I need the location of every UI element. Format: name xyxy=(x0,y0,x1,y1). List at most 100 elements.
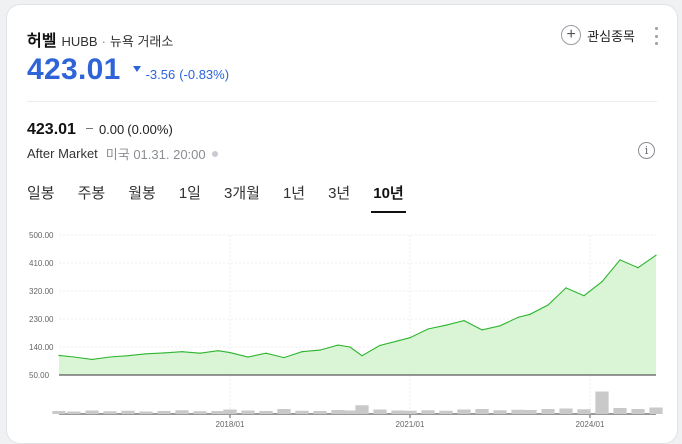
x-tick-label: 2024/01 xyxy=(576,420,605,429)
volume-bar xyxy=(355,405,369,414)
volume-bar xyxy=(391,410,405,414)
tab-weekly[interactable]: 주봉 xyxy=(78,175,106,213)
tab-monthly[interactable]: 월봉 xyxy=(128,175,156,213)
y-tick-label: 230.00 xyxy=(29,315,54,324)
price-point xyxy=(283,356,285,359)
tab-1-year[interactable]: 1년 xyxy=(283,175,305,213)
price-point xyxy=(163,352,165,354)
volume-bar xyxy=(559,408,573,414)
price-point xyxy=(301,351,303,353)
tab-daily[interactable]: 일봉 xyxy=(27,175,55,213)
title-separator: · xyxy=(101,34,106,49)
price-point xyxy=(181,351,183,353)
x-tick-label: 2021/01 xyxy=(396,420,425,429)
more-options-icon[interactable] xyxy=(651,27,661,45)
tab-3-months[interactable]: 3개월 xyxy=(224,175,260,213)
volume-bar xyxy=(175,410,189,414)
volume-bar xyxy=(259,411,273,414)
volume-bar xyxy=(649,407,663,414)
volume-bar xyxy=(277,409,291,414)
volume-bar xyxy=(223,409,237,414)
price-point xyxy=(547,304,549,306)
price-point xyxy=(247,356,249,358)
y-tick-label: 500.00 xyxy=(29,231,54,240)
after-market-quote: 423.01 0.00 (0.00%) xyxy=(27,121,173,139)
price-point xyxy=(637,267,639,269)
price-point xyxy=(109,356,111,358)
price-point xyxy=(655,254,657,256)
volume-bar xyxy=(139,411,153,414)
price-point xyxy=(91,358,93,361)
after-market-change: 0.00 xyxy=(98,122,125,137)
price-change-percent: (-0.83%) xyxy=(179,67,230,82)
quote-row: 423.01 -3.56 (-0.83%) xyxy=(27,53,229,87)
volume-bar xyxy=(103,411,117,414)
price-point xyxy=(73,356,75,358)
volume-bar xyxy=(121,410,135,414)
tab-10-years[interactable]: 10년 xyxy=(371,175,406,213)
volume-bar xyxy=(631,409,645,414)
tab-3-years[interactable]: 3년 xyxy=(328,175,350,213)
price-point xyxy=(217,350,219,352)
price-point xyxy=(397,340,399,342)
volume-bar xyxy=(193,411,207,414)
price-point xyxy=(58,354,60,356)
y-tick-label: 410.00 xyxy=(29,259,54,268)
stock-card: 허벨 HUBB · 뉴욕 거래소 + 관심종목 423.01 -3.56 (-0… xyxy=(6,4,678,444)
section-divider xyxy=(27,101,657,102)
volume-bar xyxy=(457,409,471,414)
volume-bar xyxy=(421,410,435,414)
volume-bar xyxy=(493,410,507,414)
price-point xyxy=(445,324,447,326)
x-tick-label: 2018/01 xyxy=(216,420,245,429)
price-point xyxy=(565,287,567,289)
price-point xyxy=(601,281,603,283)
y-tick-label: 50.00 xyxy=(29,371,50,380)
volume-bar xyxy=(523,410,537,414)
volume-bar xyxy=(52,411,66,414)
price-point xyxy=(409,337,411,339)
info-icon[interactable]: i xyxy=(638,142,655,159)
price-point xyxy=(499,325,501,327)
market-status: After Market 미국 01.31. 20:00 xyxy=(27,144,218,163)
volume-bar xyxy=(157,411,171,414)
plus-icon: + xyxy=(561,25,582,45)
market-status-dot xyxy=(211,150,218,157)
volume-bar xyxy=(577,409,591,414)
y-tick-label: 320.00 xyxy=(29,287,54,296)
price-point xyxy=(127,355,129,357)
stock-ticker: HUBB xyxy=(61,34,98,49)
watchlist-label: 관심종목 xyxy=(587,28,635,44)
volume-bar xyxy=(67,411,81,414)
price-point xyxy=(481,329,483,331)
price-point xyxy=(379,344,381,347)
down-arrow-icon xyxy=(132,66,141,72)
price-point xyxy=(361,355,363,357)
price-point xyxy=(199,352,201,354)
price-point xyxy=(427,328,429,330)
period-tabs: 일봉 주봉 월봉 1일 3개월 1년 3년 10년 xyxy=(27,175,427,213)
stock-name: 허벨 xyxy=(27,33,57,50)
price-change: -3.56 xyxy=(145,67,176,82)
volume-bar xyxy=(85,410,99,414)
price-point xyxy=(463,319,465,322)
y-tick-label: 140.00 xyxy=(29,343,54,352)
tab-1-day[interactable]: 1일 xyxy=(179,175,201,213)
add-watchlist-button[interactable]: + 관심종목 xyxy=(561,25,635,45)
volume-bar xyxy=(241,410,255,414)
volume-bar xyxy=(439,410,453,414)
volume-bar xyxy=(403,410,417,414)
price-area-fill xyxy=(59,255,656,375)
price-point xyxy=(619,259,621,261)
price-point xyxy=(337,344,339,346)
volume-bar xyxy=(511,409,525,414)
volume-bar xyxy=(295,410,309,414)
after-market-price: 423.01 xyxy=(27,121,76,138)
after-market-change-percent: (0.00%) xyxy=(127,122,173,137)
volume-bar xyxy=(595,391,609,414)
current-price: 423.01 xyxy=(27,53,121,86)
price-point xyxy=(349,346,351,348)
stock-title: 허벨 HUBB · 뉴욕 거래소 xyxy=(27,27,173,51)
price-chart[interactable]: 500.00 410.00 320.00 230.00 140.00 50.00 2018/… xyxy=(7,225,678,435)
price-line xyxy=(58,254,657,360)
